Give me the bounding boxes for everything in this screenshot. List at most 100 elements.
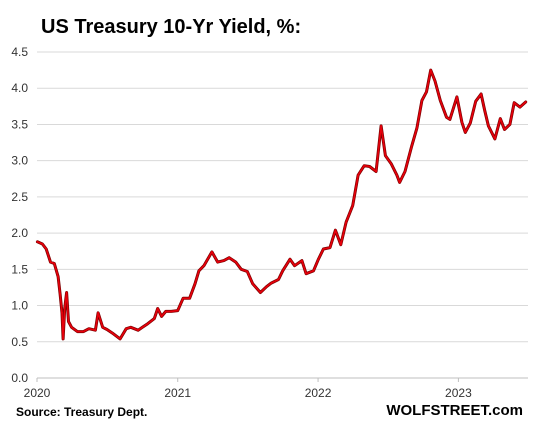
data-point [289,258,291,261]
data-point [390,162,392,165]
data-point [146,322,149,325]
data-point [82,330,85,333]
data-point [176,309,179,312]
data-point [368,165,371,168]
data-point [509,123,511,126]
data-point [119,338,121,340]
data-point [129,326,132,329]
data-point [464,131,467,134]
data-point [494,138,496,140]
data-point [425,90,428,93]
data-point [194,282,196,285]
data-point [329,246,331,249]
data-point [251,282,254,285]
data-point [410,146,413,148]
data-point [156,307,159,310]
data-point [317,259,319,261]
y-tick-label: 2.5 [11,190,28,204]
data-point [293,264,296,267]
data-point [216,261,219,263]
series-group [35,68,528,341]
data-point [363,164,366,167]
data-point [65,291,68,294]
data-point [461,121,463,124]
data-point [519,106,521,108]
data-point [259,291,262,294]
y-tick-label: 3.5 [11,117,28,131]
data-point [61,311,63,314]
data-point [334,229,337,232]
data-point [404,170,406,173]
data-point [384,154,387,157]
data-point [63,307,66,310]
y-axis-ticks: 0.0 0.5 1.0 1.5 2.0 2.5 3.0 3.5 4.0 4.5 [11,45,28,385]
data-point [456,96,458,98]
x-tick-label: 2022 [305,386,332,400]
data-point [246,270,249,273]
y-tick-label: 4.0 [11,81,28,95]
data-point [223,259,225,262]
data-point [164,310,167,313]
data-point [153,317,156,320]
y-tick-label: 4.5 [11,45,28,59]
data-point [305,272,307,275]
data-point [487,125,490,127]
data-point [141,326,144,329]
data-point [188,297,191,300]
data-point [301,259,303,262]
x-tick-label: 2021 [164,386,191,400]
data-point [76,330,79,333]
data-point [36,240,39,243]
data-point [49,261,52,263]
data-point [182,297,185,300]
data-point [203,264,205,267]
data-point [97,311,99,314]
data-point [396,174,398,177]
data-point [57,275,59,278]
x-tick-label: 2023 [445,386,472,400]
data-point [322,248,325,250]
data-point [375,170,377,173]
y-tick-label: 1.0 [11,299,28,313]
data-point [106,328,108,331]
data-point [277,278,280,281]
data-point [449,118,451,121]
data-point [88,327,90,330]
data-point [70,326,73,329]
data-point [41,243,44,245]
data-point [469,122,472,124]
data-point [45,248,48,250]
data-point [434,80,436,82]
series-line [36,69,527,340]
data-point [429,69,432,71]
data-point [339,243,342,246]
data-point [398,181,401,184]
data-point [62,338,64,340]
data-point [67,320,70,323]
brand-label: WOLFSTREET.com [386,402,523,419]
data-point [345,221,347,224]
data-point [474,100,477,103]
chart-title: US Treasury 10-Yr Yield, %: [41,16,302,38]
data-point [198,269,200,272]
data-point [499,117,502,120]
data-point [59,293,61,295]
data-point [94,329,97,332]
x-tick-label: 2020 [24,386,51,400]
data-point [234,261,237,263]
data-point [111,332,114,334]
y-tick-label: 0.0 [11,371,28,385]
data-point [270,282,273,284]
data-point [416,127,418,129]
data-point [524,101,527,103]
data-point [53,262,56,265]
data-point [421,99,423,102]
data-point [439,99,442,102]
data-point [228,256,231,259]
data-point [513,101,516,104]
data-point [483,109,486,111]
data-point [265,285,268,288]
data-point [170,310,173,313]
y-tick-label: 3.0 [11,154,28,168]
